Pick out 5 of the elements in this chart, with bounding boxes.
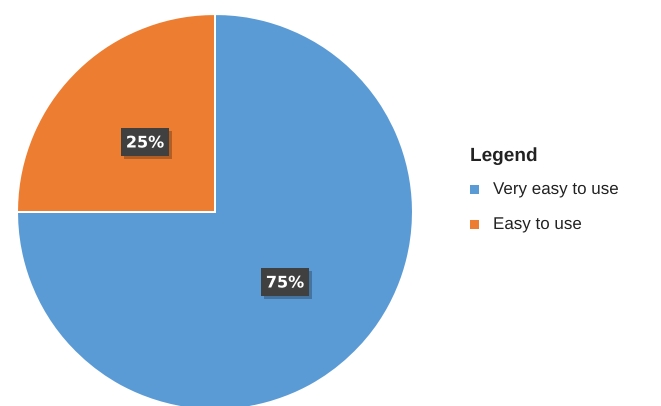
legend-title: Legend bbox=[470, 145, 539, 167]
data-label: 75% bbox=[266, 272, 304, 292]
data-label: 25% bbox=[126, 132, 164, 152]
legend-label: Very easy to use bbox=[493, 179, 619, 199]
legend-label: Easy to use bbox=[493, 214, 582, 234]
